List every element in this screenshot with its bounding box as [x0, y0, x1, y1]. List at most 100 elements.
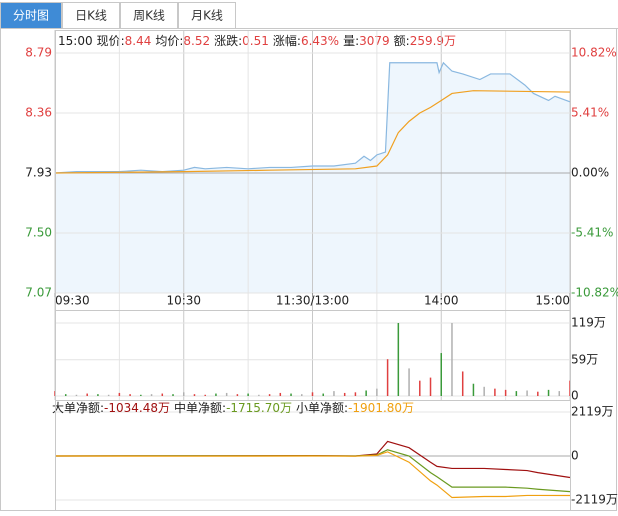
volume-bar [386, 359, 389, 396]
legend-name: 小单净额: [296, 401, 348, 415]
y2-tick-label: -10.82% [571, 286, 618, 300]
volume-bar [515, 391, 518, 396]
y2-tick-label: 10.82% [571, 46, 617, 60]
series-line [54, 451, 571, 499]
info-label: 现价: [97, 34, 125, 48]
info-label: 涨跌: [214, 33, 242, 48]
volume-bar [451, 323, 453, 396]
info-value: 3079 [359, 34, 390, 48]
info-value: 8.52 [183, 34, 210, 48]
legend-name: 大单净额: [52, 401, 104, 415]
volume-bar [236, 394, 239, 396]
y-tick-label: 8.79 [25, 46, 52, 60]
tab-label[interactable]: 分时图 [13, 9, 49, 23]
volume-bar [547, 389, 550, 396]
tab[interactable] [120, 2, 178, 29]
volume-bar [215, 393, 217, 396]
volume-bar [140, 394, 142, 396]
series-line [54, 90, 571, 174]
y2-tick-label: -5.41% [571, 226, 613, 240]
y-tick-label: 7.07 [25, 286, 52, 300]
volume-bar [129, 394, 131, 396]
panel-border [55, 400, 571, 511]
x-tick-label: 11:30/13:00 [276, 294, 349, 308]
volume-bar [183, 392, 185, 396]
volume-bar [225, 392, 228, 396]
volume-bar [172, 394, 174, 396]
volume-bar [429, 377, 432, 396]
x-tick-label: 09:30 [55, 294, 90, 308]
volume-bar [290, 393, 292, 396]
volume-bar [397, 323, 400, 396]
volume-bar [483, 386, 485, 396]
volume-bar [150, 394, 153, 396]
volume-bar [161, 393, 164, 396]
info-label: 量: [343, 34, 359, 48]
volume-bar [75, 394, 78, 396]
volume-bar [494, 388, 496, 396]
info-value: 8.44 [125, 34, 152, 48]
y-tick-label: 119万 [571, 316, 606, 330]
y-tick-label: 8.36 [25, 106, 52, 120]
volume-bar [419, 380, 421, 396]
volume-bar [64, 394, 67, 396]
volume-bar [301, 394, 303, 396]
y2-tick-label: 0.00% [571, 166, 609, 180]
volume-bar [461, 371, 464, 396]
tab-label[interactable]: 月K线 [191, 9, 223, 23]
volume-bar [333, 391, 335, 396]
legend: 大单净额:-1034.48万 中单净额:-1715.70万 小单净额:-1901.8… [52, 400, 414, 415]
volume-bar [526, 390, 528, 396]
volume-bar [322, 393, 324, 396]
y-tick-label: 59万 [571, 352, 598, 366]
tab[interactable] [62, 2, 120, 29]
volume-bar [440, 353, 442, 396]
volume-bar [354, 392, 357, 396]
y-tick-label: 0 [571, 449, 579, 463]
volume-bar [97, 394, 99, 396]
volume-bar [247, 393, 249, 396]
volume-bar [558, 391, 561, 396]
volume-bar [504, 389, 507, 396]
x-tick-label: 10:30 [166, 294, 201, 308]
info-value: 259.9万 [410, 34, 456, 48]
volume-bar [268, 394, 271, 396]
legend-name: 中单净额: [174, 400, 226, 415]
legend-value: -1034.48万 [104, 401, 170, 415]
volume-bar [118, 392, 121, 396]
tab-label[interactable]: 日K线 [75, 9, 107, 23]
info-value: 6.43% [301, 34, 339, 48]
series-line [54, 440, 571, 479]
volume-bar [258, 394, 260, 396]
volume-bar [107, 394, 110, 396]
volume-bar [86, 393, 88, 396]
info-value: 0.51 [242, 34, 269, 48]
volume-bar [365, 390, 367, 396]
tab-label[interactable]: 周K线 [133, 9, 165, 23]
x-tick-label: 15:00 [535, 294, 570, 308]
info-label: 均价: [155, 34, 183, 48]
y2-tick-label: 5.41% [571, 106, 609, 120]
y-tick-label: 0 [571, 389, 579, 403]
volume-bar [204, 394, 206, 396]
y-tick-label: -2119万 [571, 493, 618, 507]
y-tick-label: 7.93 [25, 166, 52, 180]
y-tick-label: 7.50 [25, 226, 52, 240]
info-time: 15:00 [58, 34, 93, 48]
y-tick-label: 2119万 [571, 405, 614, 419]
info-line: 15:00 现价:8.44 均价:8.52 涨跌:0.51 涨幅:6.43% 量:3079… [58, 33, 456, 48]
volume-bar [279, 392, 282, 396]
info-label: 涨幅: [273, 33, 301, 48]
tab[interactable] [178, 2, 236, 29]
volume-bar [376, 388, 378, 396]
info-label: 额: [394, 34, 410, 48]
legend-value: -1901.80万 [348, 401, 414, 415]
volume-bar [472, 383, 475, 396]
volume-bar [343, 392, 346, 396]
series-line [54, 61, 571, 174]
legend-value: -1715.70万 [226, 401, 292, 415]
tab[interactable] [0, 2, 62, 29]
volume-bar [311, 392, 314, 396]
